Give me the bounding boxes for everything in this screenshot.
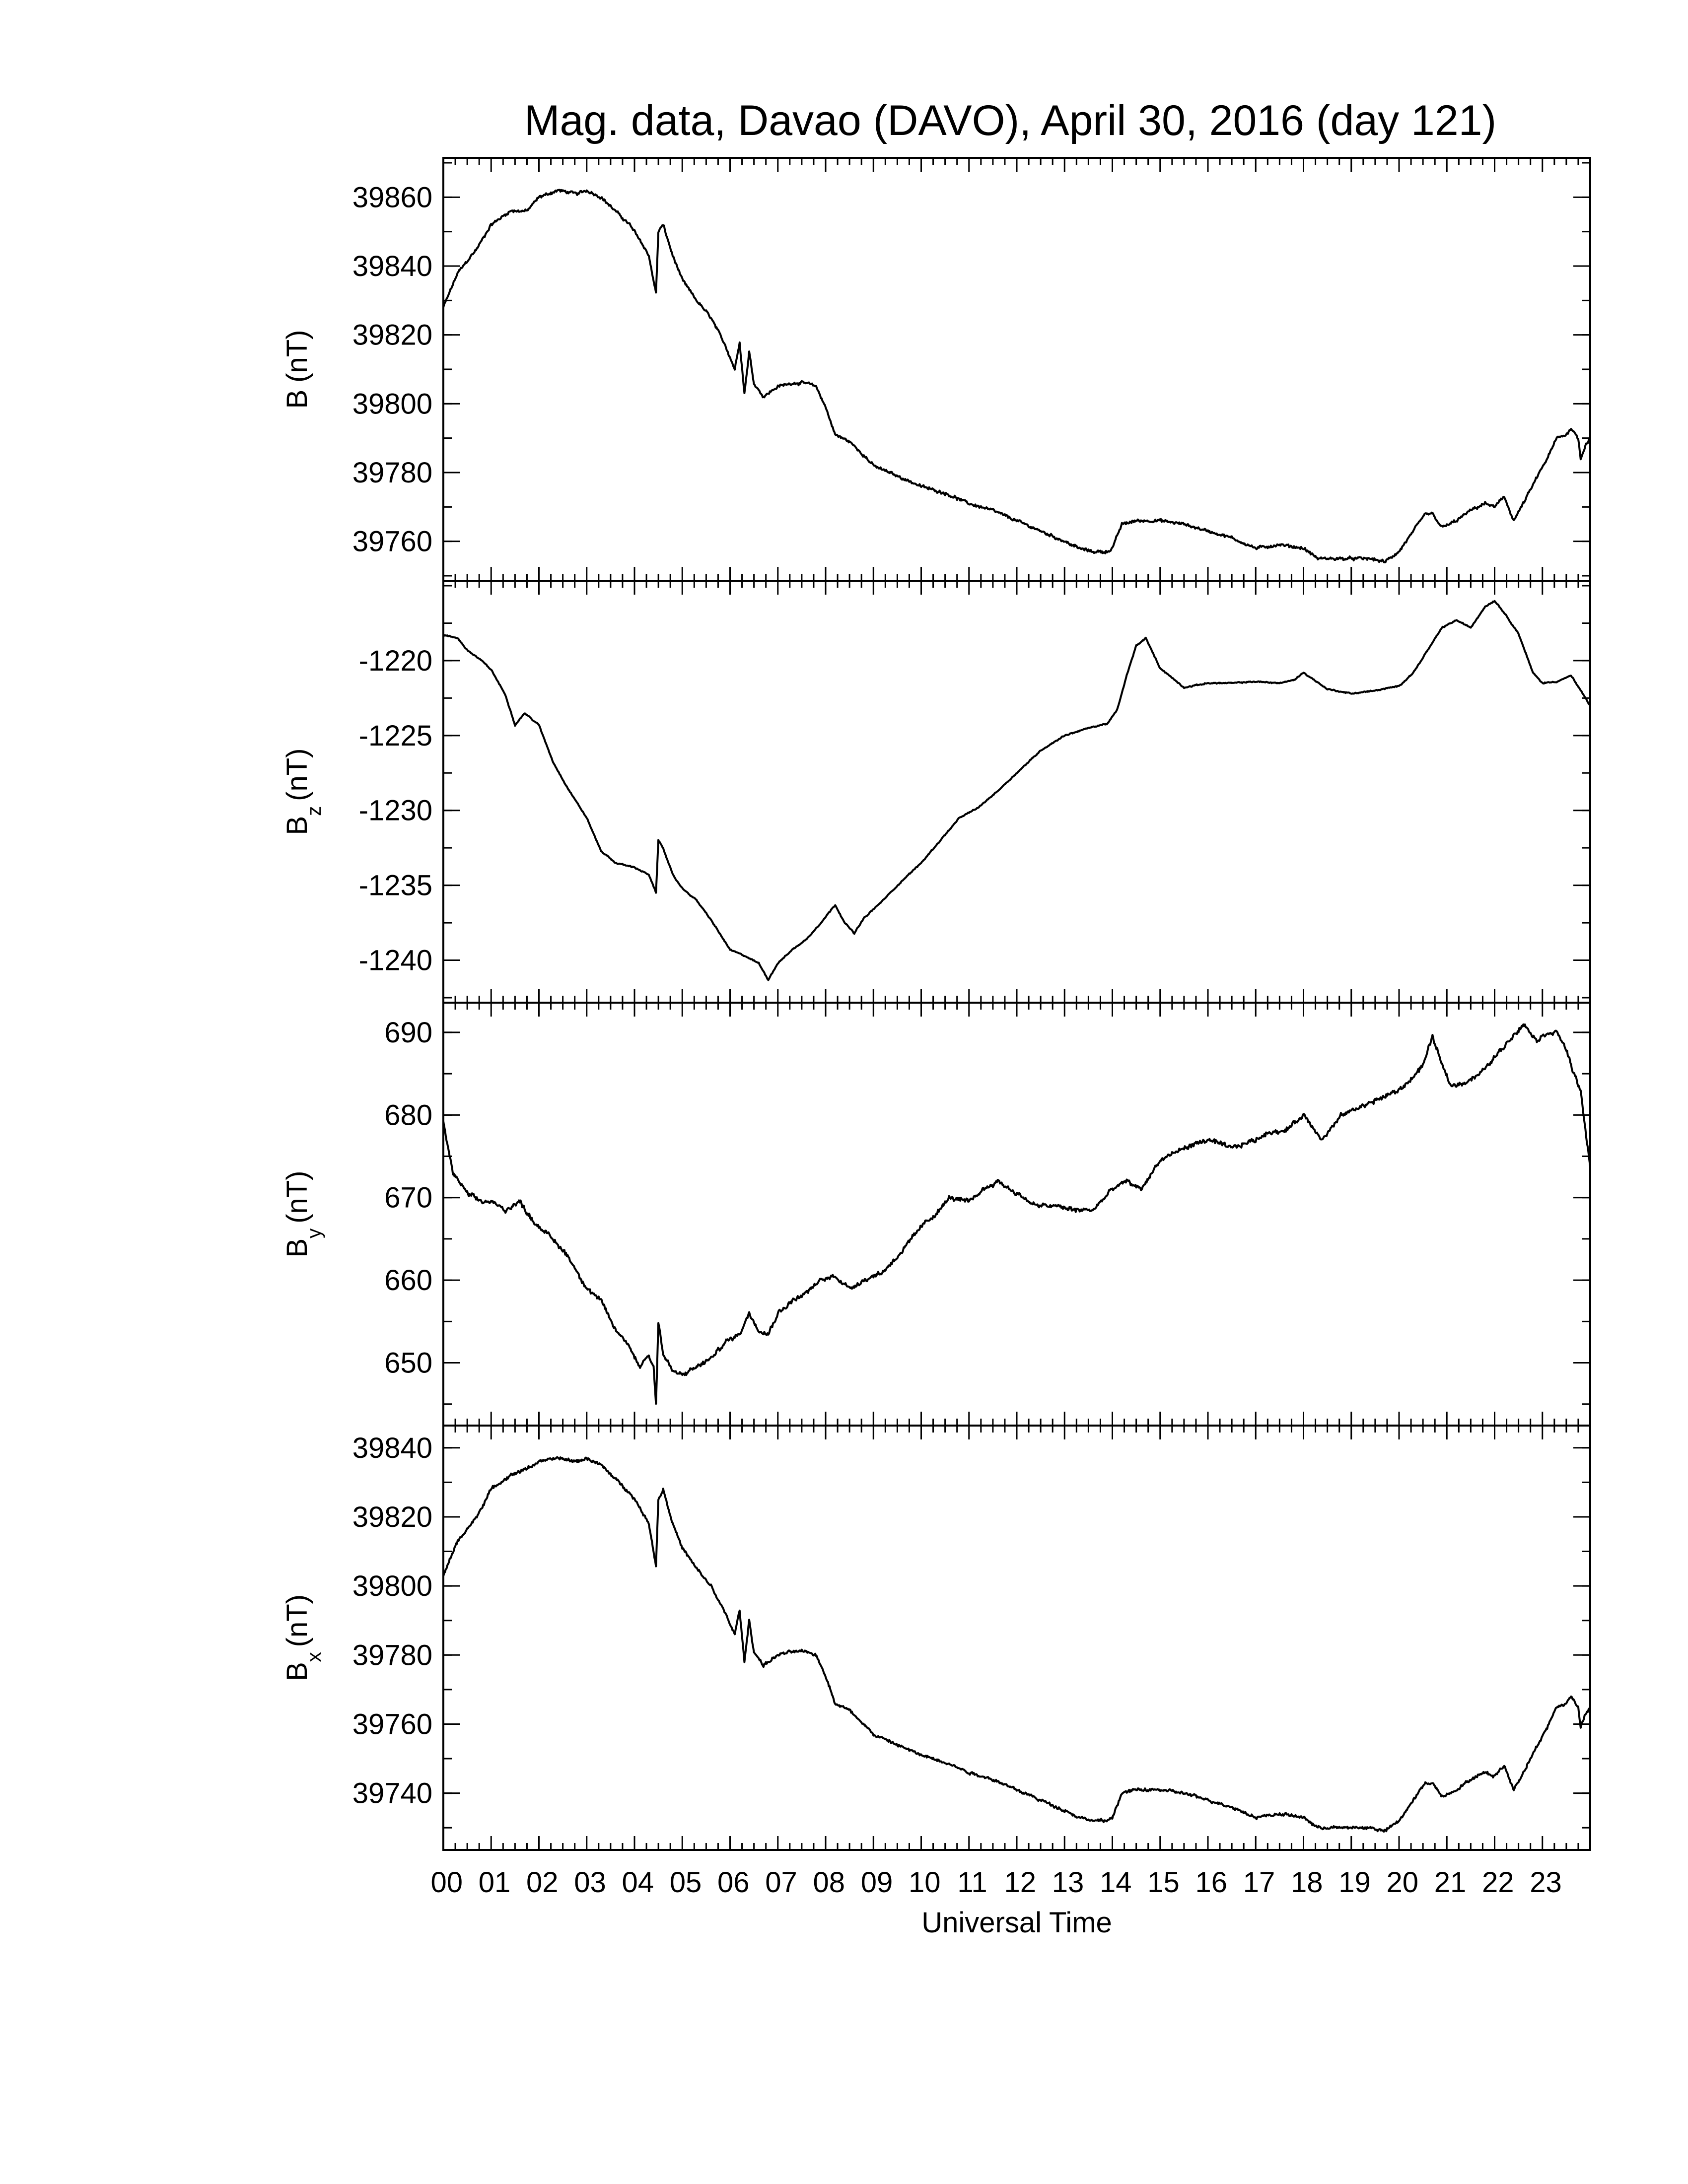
series-line-By [442, 1023, 1591, 1405]
x-tick-label: 16 [1195, 1866, 1227, 1899]
y-tick-label: 39740 [352, 1777, 432, 1810]
y-tick-label: 39840 [352, 250, 432, 282]
x-tick-label: 22 [1482, 1866, 1514, 1899]
x-tick-label: 21 [1434, 1866, 1467, 1899]
y-tick-label: -1240 [359, 945, 432, 977]
y-axis-label-B: B (nT) [281, 330, 313, 409]
y-tick-label: 39760 [352, 526, 432, 558]
y-tick-label: 39780 [352, 1639, 432, 1671]
x-tick-label: 02 [526, 1866, 559, 1899]
y-axis-label-unit: (nT) [281, 1594, 313, 1647]
x-tick-label: 07 [765, 1866, 797, 1899]
x-tick-label: 17 [1243, 1866, 1275, 1899]
y-tick-label: 39820 [352, 1501, 432, 1533]
y-tick-label: 39860 [352, 181, 432, 213]
y-tick-label: 680 [384, 1099, 432, 1131]
x-tick-label: 08 [813, 1866, 845, 1899]
y-axis-label-Bx: Bx (nT) [281, 1594, 325, 1681]
y-axis-label-Bz: Bz (nT) [281, 748, 325, 835]
y-tick-label: -1225 [359, 720, 432, 752]
series-line-B [442, 189, 1591, 563]
y-tick-label: 650 [384, 1347, 432, 1379]
x-tick-label: 09 [861, 1866, 893, 1899]
series-line-Bz [443, 600, 1591, 981]
y-axis-label-subscript: z [303, 806, 325, 816]
x-tick-label: 05 [670, 1866, 702, 1899]
y-axis-label-unit: (nT) [281, 1170, 313, 1223]
x-tick-label: 18 [1291, 1866, 1323, 1899]
series-line-Bx [442, 1456, 1591, 1833]
y-axis-label-symbol: B [281, 816, 313, 835]
x-axis: 00 01 02 03 04 05 06 07 08 09 10 11 12 13 14 15 16 17 18 19… [430, 1866, 1561, 1899]
x-tick-label: 03 [574, 1866, 606, 1899]
y-axis-label-By: By (nT) [281, 1170, 325, 1257]
y-tick-label: 39760 [352, 1708, 432, 1740]
y-axis-label-symbol: B [281, 1662, 313, 1681]
x-tick-label: 14 [1100, 1866, 1132, 1899]
x-tick-label: 15 [1147, 1866, 1180, 1899]
panel-B: 39760 39780 39800 39820 39840 39860 B (nT) [281, 157, 1591, 582]
y-axis-label-unit: (nT) [281, 748, 313, 801]
x-tick-label: 11 [957, 1866, 987, 1899]
x-tick-label: 13 [1052, 1866, 1084, 1899]
x-tick-label: 20 [1386, 1866, 1418, 1899]
y-axis-label-unit: (nT) [281, 330, 313, 382]
y-tick-label: -1220 [359, 645, 432, 677]
x-tick-label: 01 [479, 1866, 511, 1899]
y-tick-label: 39820 [352, 319, 432, 351]
x-tick-label: 12 [1004, 1866, 1036, 1899]
x-tick-label: 06 [717, 1866, 750, 1899]
chart-title: Mag. data, Davao (DAVO), April 30, 2016 … [524, 97, 1496, 144]
y-tick-label: 39780 [352, 457, 432, 489]
y-tick-label: 690 [384, 1017, 432, 1049]
panels-group: 397603978039800398203984039860B(nT)-1240… [281, 157, 1591, 1851]
panel-Bz: -1240 -1235 -1230 -1225 -1220 Bz (nT) [281, 580, 1591, 1004]
x-tick-label: 19 [1338, 1866, 1371, 1899]
panel-By: 650 660 670 680 690 By (nT) [281, 1002, 1591, 1427]
x-tick-label: 04 [622, 1866, 654, 1899]
x-tick-label: 23 [1530, 1866, 1562, 1899]
x-axis-title: Universal Time [921, 1907, 1112, 1939]
y-tick-label: 39800 [352, 388, 432, 420]
x-tick-label: 00 [430, 1866, 463, 1899]
x-tick-label: 10 [909, 1866, 941, 1899]
y-tick-label: 660 [384, 1264, 432, 1297]
y-tick-label: 670 [384, 1182, 432, 1214]
y-axis-label-symbol: B [281, 1238, 313, 1258]
y-axis-label-subscript: x [303, 1652, 325, 1662]
y-tick-label: 39840 [352, 1432, 432, 1464]
panel-Bx: 39740 39760 39780 39800 39820 39840 Bx (nT) [281, 1425, 1591, 1851]
y-axis-label-subscript: y [303, 1228, 325, 1238]
y-tick-label: -1230 [359, 795, 432, 827]
y-axis-label-symbol: B [281, 390, 313, 409]
y-tick-label: 39800 [352, 1570, 432, 1602]
y-tick-label: -1235 [359, 870, 432, 902]
